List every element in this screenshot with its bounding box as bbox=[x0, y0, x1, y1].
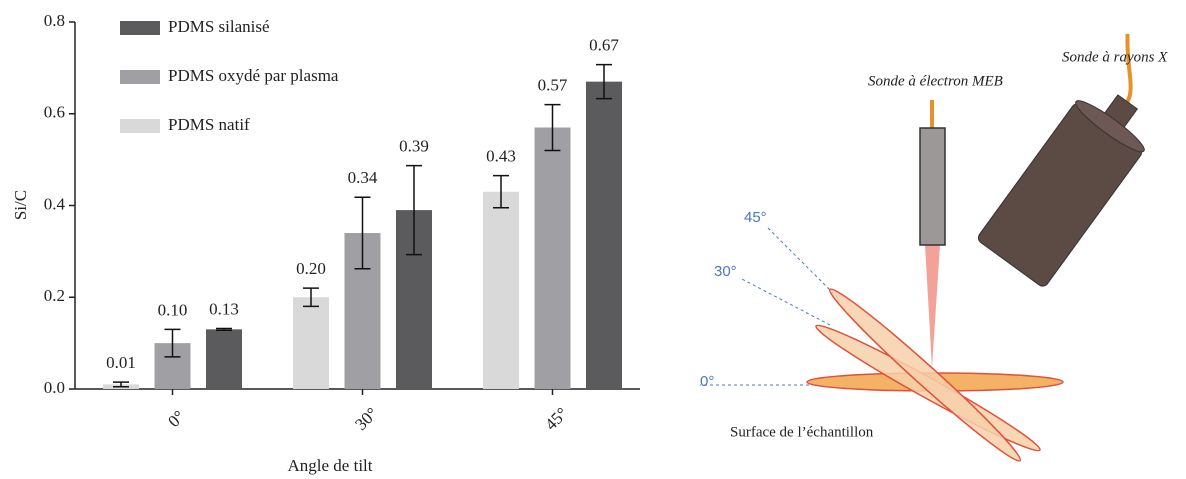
surface-label: Surface de l’échantillon bbox=[730, 424, 874, 440]
bar bbox=[206, 329, 242, 389]
electron-beam bbox=[925, 245, 940, 368]
legend-label: PDMS natif bbox=[168, 115, 250, 134]
x-axis-label: Angle de tilt bbox=[288, 456, 373, 475]
y-tick-label: 0.0 bbox=[44, 378, 65, 397]
value-label: 0.01 bbox=[106, 353, 136, 372]
angle-guide bbox=[767, 227, 839, 299]
legend-label: PDMS silanisé bbox=[168, 17, 270, 36]
y-tick-label: 0.8 bbox=[44, 11, 65, 30]
diagram: Sonde à électron MEB Sonde à rayons X 45… bbox=[700, 33, 1168, 462]
value-label: 0.13 bbox=[209, 299, 239, 318]
error-bar bbox=[113, 381, 129, 388]
y-axis-label: Si/C bbox=[11, 190, 30, 220]
sample-45 bbox=[828, 288, 1022, 462]
error-bar bbox=[406, 164, 422, 256]
x-tick-label: 30° bbox=[351, 404, 381, 434]
legend-label: PDMS oxydé par plasma bbox=[168, 66, 339, 85]
angle-label: 30° bbox=[714, 263, 737, 280]
bar bbox=[534, 127, 571, 389]
legend-swatch bbox=[120, 119, 160, 133]
xray-label: Sonde à rayons X bbox=[1062, 49, 1168, 65]
error-bar bbox=[354, 196, 371, 270]
value-label: 0.10 bbox=[158, 300, 188, 319]
bar bbox=[586, 81, 622, 389]
y-tick-label: 0.6 bbox=[44, 103, 65, 122]
y-tick-label: 0.2 bbox=[44, 286, 65, 305]
value-label: 0.67 bbox=[589, 36, 619, 55]
x-tick-label: 0° bbox=[164, 407, 188, 431]
angle-label: 0° bbox=[700, 373, 714, 390]
bar bbox=[483, 191, 519, 389]
x-tick-label: 45° bbox=[541, 404, 571, 434]
error-bar bbox=[544, 103, 561, 152]
value-label: 0.34 bbox=[348, 168, 378, 187]
meb-label: Sonde à électron MEB bbox=[868, 73, 1003, 89]
angle-guide bbox=[739, 277, 831, 326]
value-label: 0.57 bbox=[538, 75, 568, 94]
error-bar bbox=[216, 327, 232, 332]
value-label: 0.39 bbox=[399, 136, 429, 155]
xray-probe bbox=[977, 33, 1145, 287]
y-tick-label: 0.4 bbox=[44, 194, 66, 213]
value-label: 0.43 bbox=[486, 147, 516, 166]
error-bar bbox=[164, 328, 181, 358]
angle-label: 45° bbox=[744, 209, 767, 226]
error-bar bbox=[303, 287, 319, 308]
error-bar bbox=[493, 174, 509, 209]
value-label: 0.20 bbox=[296, 259, 326, 278]
error-bar bbox=[596, 63, 612, 100]
bar bbox=[293, 297, 329, 389]
meb-probe bbox=[919, 127, 946, 246]
legend-swatch bbox=[120, 21, 160, 35]
legend-swatch bbox=[120, 70, 160, 84]
